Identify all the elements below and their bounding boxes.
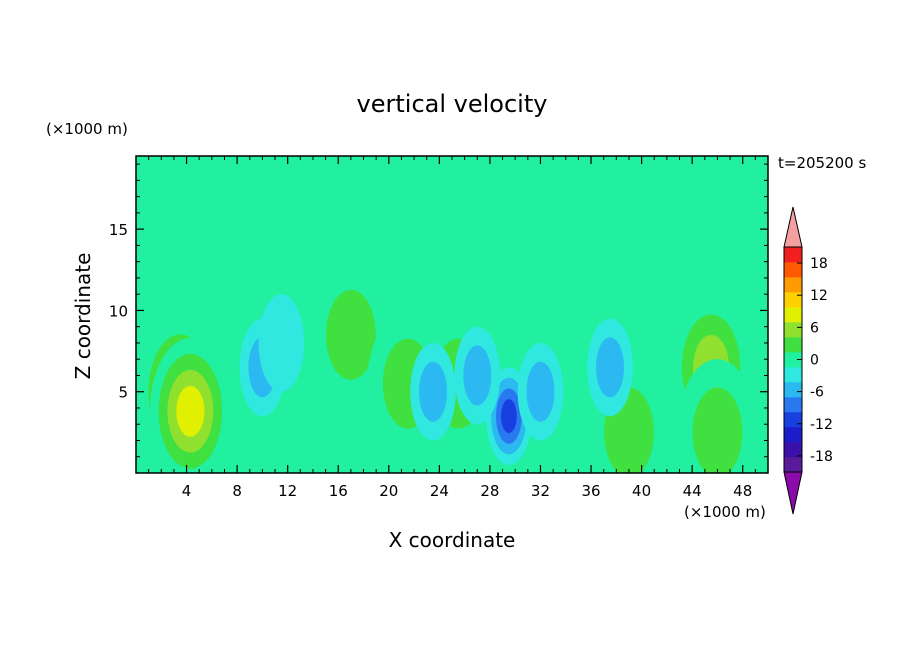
- contour-level: [419, 361, 448, 422]
- colorbar-swatch: [784, 307, 802, 323]
- colorbar-tick-label: 6: [810, 320, 819, 336]
- colorbar-tick-label: 18: [810, 256, 828, 272]
- contour-feature: [258, 294, 305, 392]
- contour-level: [692, 387, 743, 473]
- colorbar-swatch: [784, 262, 802, 278]
- time-label: t=205200 s: [778, 154, 866, 172]
- colorbar-tick-label: -6: [810, 385, 824, 401]
- contour-level: [258, 294, 305, 392]
- y-axis-label: Z coordinate: [71, 253, 95, 380]
- colorbar-tick-label: -12: [810, 417, 833, 433]
- y-tick-label: 10: [109, 302, 128, 320]
- contour-feature: [454, 326, 501, 425]
- chart-title: vertical velocity: [357, 90, 548, 118]
- x-tick-label: 4: [182, 482, 192, 500]
- colorbar-swatch: [784, 292, 802, 308]
- colorbar: 18 12 6 0 -6 -12 -18: [783, 206, 833, 515]
- contour-level: [463, 345, 492, 406]
- colorbar-swatch: [784, 337, 802, 353]
- x-tick-label: 28: [480, 482, 499, 500]
- colorbar-tick-label: -18: [810, 449, 833, 465]
- contour-level: [176, 385, 205, 437]
- contour-level: [596, 337, 624, 398]
- x-axis-label: X coordinate: [389, 528, 516, 552]
- x-tick-label: 36: [581, 482, 600, 500]
- colorbar-swatch: [784, 277, 802, 293]
- x-tick-label: 40: [632, 482, 651, 500]
- x-tick-label: 8: [232, 482, 242, 500]
- x-tick-label: 12: [278, 482, 297, 500]
- y-tick-label: 15: [109, 221, 128, 239]
- contour-feature: [587, 318, 633, 417]
- x-tick-label: 16: [329, 482, 348, 500]
- colorbar-swatch: [784, 427, 802, 443]
- colorbar-tick-label: 0: [810, 353, 819, 369]
- colorbar-swatch: [784, 412, 802, 428]
- y-tick-label: 5: [118, 384, 128, 402]
- x-tick-label: 20: [379, 482, 398, 500]
- x-tick-label: 32: [531, 482, 550, 500]
- contour-field: [136, 156, 768, 473]
- x-tick-label: 48: [733, 482, 752, 500]
- contour-level: [325, 289, 376, 380]
- colorbar-swatch: [784, 382, 802, 398]
- contour-feature: [517, 342, 564, 441]
- x-tick-label: 44: [683, 482, 702, 500]
- colorbar-under-arrow: [783, 471, 803, 515]
- contour-feature: [149, 338, 231, 473]
- colorbar-swatch: [784, 322, 802, 338]
- contour-feature: [310, 261, 392, 409]
- colorbar-swatch: [784, 367, 802, 383]
- contour-feature: [677, 359, 758, 473]
- colorbar-swatch: [784, 247, 802, 263]
- colorbar-over-arrow: [783, 206, 803, 248]
- colorbar-swatch: [784, 397, 802, 413]
- y-unit-label: (×1000 m): [46, 120, 128, 138]
- contour-level: [526, 361, 555, 422]
- colorbar-swatch: [784, 442, 802, 458]
- colorbar-tick-label: 12: [810, 288, 828, 304]
- contour-feature: [410, 342, 456, 441]
- colorbar-swatch: [784, 457, 802, 473]
- x-tick-label: 24: [430, 482, 449, 500]
- x-unit-label: (×1000 m): [684, 503, 766, 521]
- contour-level: [500, 399, 517, 434]
- colorbar-swatch: [784, 352, 802, 368]
